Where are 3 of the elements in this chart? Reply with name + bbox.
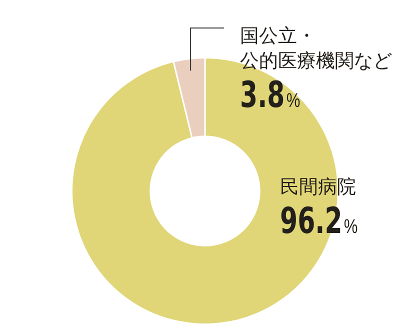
data-label: 3.8% (240, 74, 300, 116)
slice-label: 国公立・公的医療機関など (240, 25, 392, 72)
slice-label: 民間病院 (280, 176, 356, 198)
